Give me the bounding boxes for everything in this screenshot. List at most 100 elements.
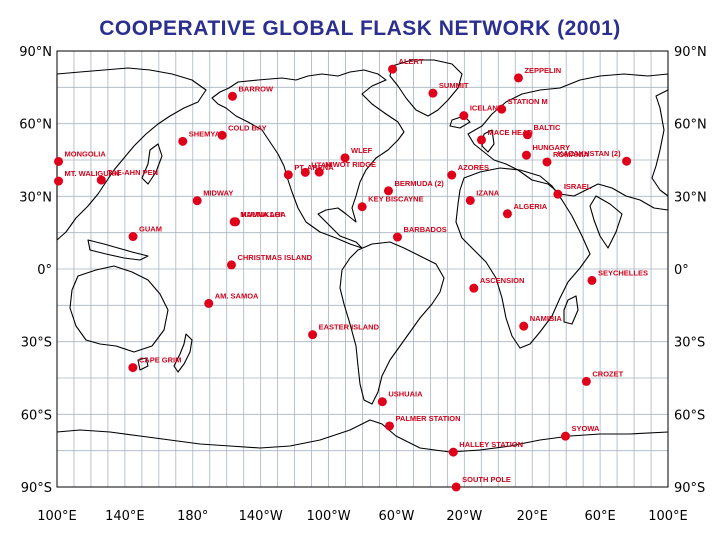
- flask-sites: ALERT ZEPPELIN BARROW SUMMIT STATION M ICELAN…: [54, 57, 648, 492]
- lon-tick-label: 100°W: [306, 509, 350, 524]
- site-marker[interactable]: [553, 189, 563, 199]
- site-marker[interactable]: [308, 330, 318, 340]
- site-marker[interactable]: [227, 91, 237, 101]
- australia-coast: [69, 265, 169, 353]
- site-label: BARROW: [238, 84, 273, 93]
- site-marker[interactable]: [459, 111, 469, 121]
- lon-tick-label: 20°E: [517, 509, 548, 524]
- site-marker[interactable]: [54, 176, 64, 186]
- site-label: NAMIBIA: [530, 314, 563, 323]
- site-marker[interactable]: [384, 421, 394, 431]
- site-label: SEYCHELLES: [598, 268, 648, 277]
- site-label: KEY BISCAYNE: [368, 195, 423, 204]
- site-label: EASTER ISLAND: [319, 323, 380, 332]
- lat-tick-label: 0°: [37, 263, 52, 278]
- site-marker[interactable]: [521, 150, 531, 160]
- site-marker[interactable]: [217, 130, 227, 140]
- site-label: BARBADOS: [403, 225, 446, 234]
- map-title: COOPERATIVE GLOBAL FLASK NETWORK (2001): [99, 17, 621, 40]
- lat-tick-label: 90°N: [19, 45, 52, 60]
- eurasia-coast: [467, 73, 669, 211]
- site-marker[interactable]: [178, 136, 188, 146]
- site-label: MT. WALIGUAN: [65, 169, 120, 178]
- site-label: GUAM: [139, 225, 162, 234]
- japan-coast: [141, 143, 163, 185]
- site-label: CHRISTMAS ISLAND: [237, 253, 312, 262]
- site-marker[interactable]: [392, 232, 402, 242]
- antarctica-coast: [56, 419, 669, 453]
- site-marker[interactable]: [340, 153, 350, 163]
- lat-tick-label: 60°S: [674, 408, 705, 423]
- site-label: UTAH: [311, 160, 331, 169]
- new-zealand-coast: [173, 333, 193, 373]
- site-marker[interactable]: [469, 283, 479, 293]
- site-marker[interactable]: [231, 217, 241, 227]
- site-marker[interactable]: [465, 195, 475, 205]
- site-label: KUMUKAHI: [242, 210, 283, 219]
- latitude-labels-right: 90°N 60°N 30°N 0° 30°S 60°S 90°S: [674, 45, 707, 496]
- lon-tick-label: 60°E: [584, 509, 615, 524]
- site-marker[interactable]: [128, 363, 138, 373]
- site-marker[interactable]: [388, 64, 398, 74]
- site-marker[interactable]: [587, 275, 597, 285]
- site-marker[interactable]: [519, 321, 529, 331]
- site-marker[interactable]: [476, 135, 486, 145]
- lon-tick-label: 140°W: [239, 509, 283, 524]
- africa-coast: [455, 167, 591, 349]
- site-marker[interactable]: [377, 397, 387, 407]
- site-marker[interactable]: [497, 104, 507, 114]
- site-marker[interactable]: [560, 431, 570, 441]
- site-marker[interactable]: [96, 175, 106, 185]
- greenland-coast: [389, 59, 463, 117]
- site-marker[interactable]: [314, 167, 324, 177]
- lon-tick-label: 20°W: [446, 509, 482, 524]
- east-asia-coast: [56, 67, 207, 241]
- site-label: SYOWA: [571, 424, 600, 433]
- site-marker[interactable]: [428, 88, 438, 98]
- site-label: SHEMYA: [189, 129, 221, 138]
- site-marker[interactable]: [447, 170, 457, 180]
- site-marker[interactable]: [513, 73, 523, 83]
- lat-tick-label: 60°N: [19, 118, 52, 133]
- lat-tick-label: 90°S: [674, 481, 705, 496]
- site-label: HUNGARY: [532, 143, 570, 152]
- site-label: MIDWAY: [203, 189, 233, 198]
- site-marker[interactable]: [451, 482, 461, 492]
- site-label: MAUNA LOA: [240, 210, 286, 219]
- site-label: MONGOLIA: [65, 149, 107, 158]
- lat-tick-label: 30°S: [21, 336, 52, 351]
- site-label: ALGERIA: [513, 202, 547, 211]
- site-label: MACE HEAD: [487, 128, 533, 137]
- site-marker[interactable]: [283, 170, 293, 180]
- site-marker[interactable]: [54, 156, 64, 166]
- site-marker[interactable]: [542, 157, 552, 167]
- site-marker[interactable]: [622, 156, 632, 166]
- site-label: CROZET: [592, 369, 623, 378]
- lat-tick-label: 60°N: [674, 118, 707, 133]
- site-label: ICELAND: [470, 104, 504, 113]
- site-marker[interactable]: [357, 202, 367, 212]
- lon-tick-label: 140°E: [105, 509, 145, 524]
- madagascar-coast: [563, 295, 579, 325]
- site-label: ASCENSION: [480, 276, 525, 285]
- site-label: TAE-AHN PEN: [107, 168, 158, 177]
- site-marker[interactable]: [581, 376, 591, 386]
- site-marker[interactable]: [522, 130, 532, 140]
- lat-tick-label: 90°S: [21, 481, 52, 496]
- site-marker[interactable]: [448, 447, 458, 457]
- site-marker[interactable]: [300, 167, 310, 177]
- site-label: STATION M: [508, 97, 548, 106]
- site-marker[interactable]: [204, 298, 214, 308]
- site-marker[interactable]: [502, 209, 512, 219]
- north-america-coast: [211, 69, 405, 249]
- site-label: ROMANIA: [553, 150, 589, 159]
- site-marker[interactable]: [128, 232, 138, 242]
- site-marker[interactable]: [192, 196, 202, 206]
- site-label: PT. ARENA: [294, 163, 334, 172]
- site-marker[interactable]: [226, 260, 236, 270]
- site-marker[interactable]: [383, 186, 393, 196]
- site-label: COLD BAY: [228, 123, 266, 132]
- indonesia-coast: [87, 239, 149, 261]
- lat-tick-label: 90°N: [674, 45, 707, 60]
- site-label: NIWOT RIDGE: [325, 160, 376, 169]
